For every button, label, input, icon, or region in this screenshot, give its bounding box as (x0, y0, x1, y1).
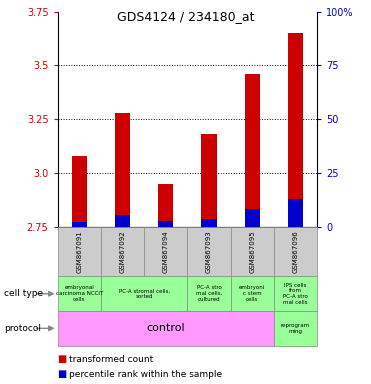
Bar (231, 227, 274, 276)
Text: embryoni
c stem
cells: embryoni c stem cells (239, 285, 265, 302)
Text: PC-A stro
mal cells,
cultured: PC-A stro mal cells, cultured (196, 285, 222, 302)
Bar (288, 33, 303, 227)
Bar (158, 184, 173, 227)
Bar (245, 74, 260, 227)
Text: cell type: cell type (4, 289, 43, 298)
Text: embryonal
carcinoma NCCIT
cells: embryonal carcinoma NCCIT cells (56, 285, 103, 302)
Bar (72, 222, 87, 227)
Text: ■: ■ (58, 354, 67, 364)
Bar (187, 276, 231, 311)
Text: ■: ■ (58, 369, 67, 379)
Bar (58, 227, 101, 276)
Text: percentile rank within the sample: percentile rank within the sample (69, 370, 222, 379)
Text: transformed count: transformed count (69, 354, 153, 364)
Text: IPS cells
from
PC-A stro
mal cells: IPS cells from PC-A stro mal cells (283, 283, 308, 305)
Bar (245, 209, 260, 227)
Bar (158, 221, 173, 227)
Text: GSM867096: GSM867096 (293, 230, 299, 273)
Text: GSM867091: GSM867091 (76, 230, 82, 273)
Bar (201, 134, 217, 227)
Bar (58, 311, 274, 346)
Bar (101, 276, 187, 311)
Bar (187, 227, 231, 276)
Bar (231, 276, 274, 311)
Bar (274, 311, 317, 346)
Bar (144, 227, 187, 276)
Bar (115, 113, 130, 227)
Text: reprogram
ming: reprogram ming (281, 323, 310, 334)
Bar (58, 276, 101, 311)
Text: protocol: protocol (4, 324, 41, 333)
Text: control: control (147, 323, 185, 333)
Text: GDS4124 / 234180_at: GDS4124 / 234180_at (117, 10, 254, 23)
Bar (72, 156, 87, 227)
Bar (101, 227, 144, 276)
Text: GSM867094: GSM867094 (163, 230, 169, 273)
Text: PC-A stromal cells,
sorted: PC-A stromal cells, sorted (118, 288, 170, 299)
Text: GSM867092: GSM867092 (119, 230, 125, 273)
Text: GSM867095: GSM867095 (249, 230, 255, 273)
Text: GSM867093: GSM867093 (206, 230, 212, 273)
Bar (274, 276, 317, 311)
Bar (274, 227, 317, 276)
Bar (115, 215, 130, 227)
Bar (288, 199, 303, 227)
Bar (201, 219, 217, 227)
